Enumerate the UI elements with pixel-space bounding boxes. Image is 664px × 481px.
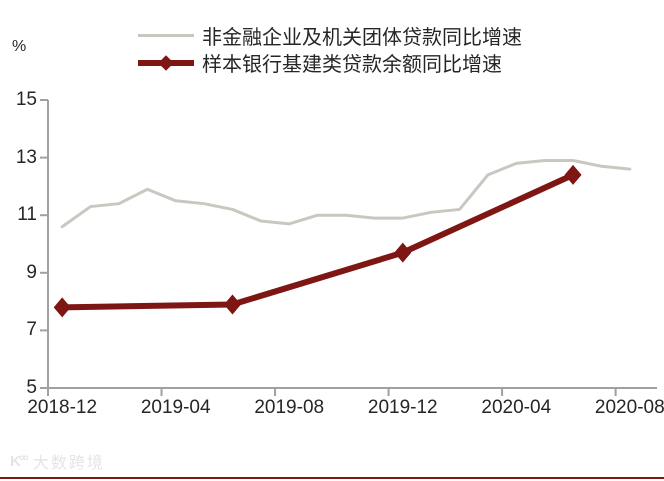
nonfinancial-loans-series-line (60, 158, 632, 229)
diamond-data-marker (394, 242, 412, 263)
gray-line (138, 34, 194, 37)
diamond-marker-icon (158, 54, 174, 71)
legend-item-nonfinancial-loans: 非金融企业及机关团体贷款同比增速 (138, 22, 522, 49)
diamond-data-marker (564, 164, 582, 185)
y-axis-unit-label: % (12, 38, 27, 55)
x-tick-label: 2018-12 (27, 397, 98, 418)
diamond-data-marker (223, 294, 241, 315)
x-tick-label: 2019-04 (140, 397, 211, 418)
axis-lines (47, 100, 657, 389)
y-tick-label: 11 (17, 204, 37, 226)
y-tick-label: 5 (26, 377, 37, 398)
legend: 非金融企业及机关团体贷款同比增速 样本银行基建类贷款余额同比增速 (138, 22, 522, 76)
y-tick-label: 9 (26, 261, 37, 283)
bottom-divider-rule (0, 477, 664, 479)
y-tick-label: 15 (15, 89, 37, 110)
legend-label-nonfinancial-loans: 非金融企业及机关团体贷款同比增速 (202, 27, 522, 49)
diamond-data-marker (53, 297, 71, 318)
x-tick-label: 2019-08 (254, 397, 325, 418)
sample-bank-series-line (59, 171, 577, 311)
legend-label-sample-bank-infrastructure-loans: 样本银行基建类贷款余额同比增速 (202, 54, 502, 76)
x-tick-label: 2020-08 (594, 397, 664, 418)
watermark: K°° 大数跨境 (10, 449, 105, 473)
maroon-line-diamond-swatch-icon (138, 54, 194, 71)
x-tick-label: 2020-04 (481, 397, 552, 418)
legend-item-sample-bank-infrastructure-loans: 样本银行基建类贷款余额同比增速 (138, 49, 522, 76)
y-tick-label: 13 (15, 146, 37, 168)
gray-line-swatch-icon (138, 34, 194, 37)
watermark-logo-icon: K°° (10, 452, 29, 470)
y-tick-label: 7 (26, 319, 37, 341)
watermark-text: 大数跨境 (32, 455, 105, 472)
x-tick-label: 2019-12 (367, 397, 438, 418)
